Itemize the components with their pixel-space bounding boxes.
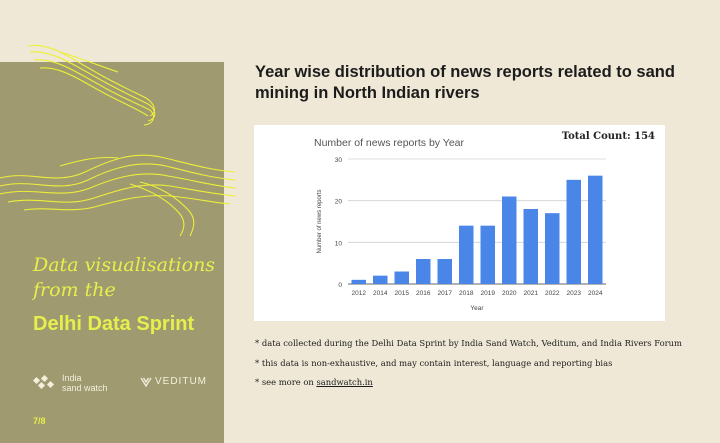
x-tick-label: 2023 — [567, 290, 582, 297]
subtitle-line-2: from the — [33, 279, 116, 301]
bar — [480, 225, 495, 284]
y-axis-label: Number of news reports — [317, 189, 323, 253]
x-tick-label: 2020 — [502, 290, 517, 297]
chart-card: Number of news reports by Year 0 10 20 30 201… — [254, 125, 665, 321]
bar — [545, 213, 560, 284]
note-prefix: * see more on — [255, 377, 317, 387]
veditum-logo-icon — [140, 377, 152, 387]
y-tick-label: 10 — [335, 240, 343, 247]
bar — [351, 279, 366, 284]
bar — [502, 196, 517, 284]
x-tick-label: 2019 — [481, 290, 496, 297]
bar — [459, 225, 474, 284]
bar-chart: Number of news reports by Year 0 10 20 30 201… — [314, 137, 606, 312]
note-item: * this data is non-exhaustive, and may c… — [255, 357, 613, 368]
page-number: 7/8 — [33, 416, 46, 426]
y-tick-label: 0 — [338, 282, 342, 289]
x-tick-label: 2016 — [416, 290, 431, 297]
bar — [416, 259, 431, 284]
veditum-logo-text: VEDITUM — [155, 376, 207, 387]
x-tick-label: 2014 — [373, 290, 388, 297]
veditum-logo: VEDITUM — [140, 376, 207, 387]
india-sand-watch-logo: India sand watch — [33, 373, 108, 393]
note-item: * see more on sandwatch.in — [255, 377, 695, 387]
india-sand-watch-logo-icon — [33, 375, 55, 390]
x-axis-label: Year — [470, 305, 484, 312]
x-tick-label: 2012 — [352, 290, 367, 297]
event-title: Delhi Data Sprint — [33, 313, 195, 335]
slide-subtitle: Data visualisations from the — [33, 253, 223, 303]
bar — [373, 275, 388, 284]
subtitle-line-1: Data visualisations — [33, 254, 216, 276]
sandwatch-link[interactable]: sandwatch.in — [316, 377, 373, 387]
chart-title: Number of news reports by Year — [314, 137, 464, 149]
note-item: * data collected during the Delhi Data S… — [255, 338, 682, 348]
y-tick-label: 20 — [335, 199, 343, 206]
logo-isw-line-2: sand watch — [62, 383, 108, 393]
bar — [566, 179, 581, 284]
x-tick-label: 2021 — [524, 290, 539, 297]
y-tick-label: 30 — [335, 157, 343, 164]
x-tick-label: 2018 — [459, 290, 474, 297]
notes-list: * data collected during the Delhi Data S… — [255, 338, 695, 397]
bar — [394, 271, 409, 284]
x-tick-label: 2015 — [395, 290, 410, 297]
x-tick-label: 2024 — [588, 290, 603, 297]
decorative-contour-lines — [0, 44, 237, 237]
x-tick-label: 2022 — [545, 290, 560, 297]
slide-title: Year wise distribution of news reports r… — [255, 63, 675, 102]
total-count: Total Count: 154 — [561, 131, 655, 142]
logo-isw-line-1: India — [62, 373, 82, 383]
bar — [523, 209, 538, 284]
x-tick-label: 2017 — [438, 290, 453, 297]
bar — [437, 259, 452, 284]
bar — [588, 175, 603, 284]
